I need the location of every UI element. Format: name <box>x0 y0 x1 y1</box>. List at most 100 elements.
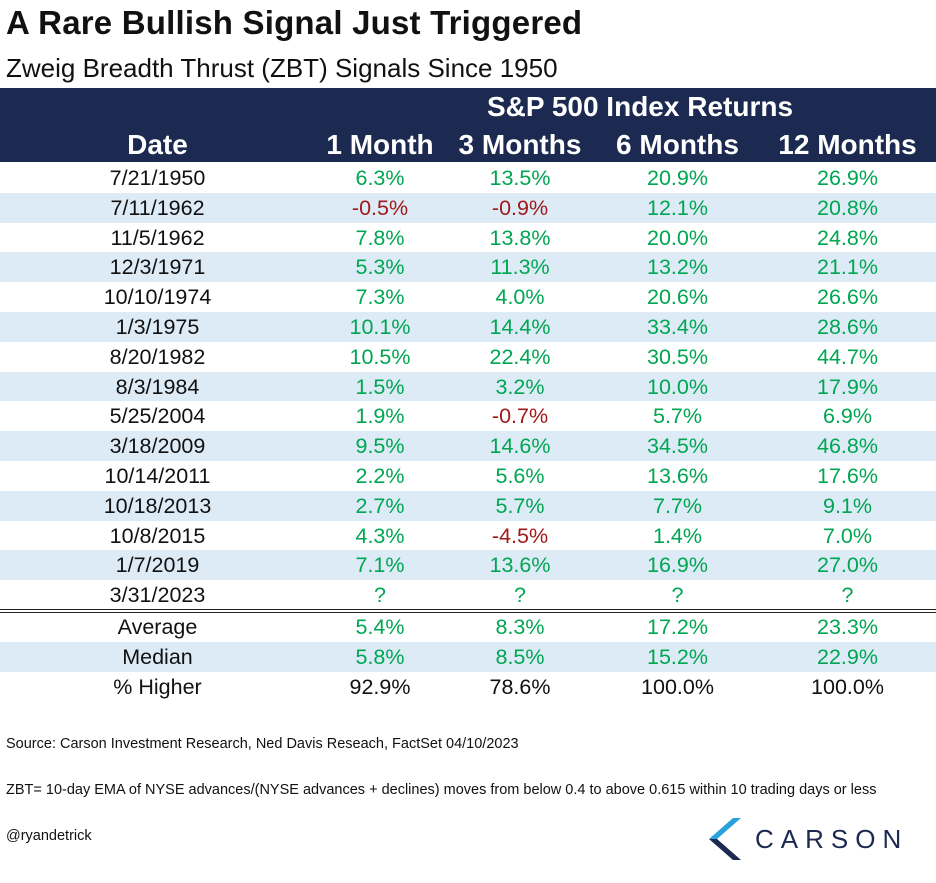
summary-label-cell: Average <box>117 615 198 639</box>
table-row: 3/18/2009 9.5% 14.6% 34.5% 46.8% <box>0 431 936 461</box>
summary-label-cell: % Higher <box>113 674 202 699</box>
summary-value-cell: 100.0% <box>641 674 714 699</box>
table-row: 1/3/1975 10.1% 14.4% 33.4% 28.6% <box>0 311 936 342</box>
source-note: Source: Carson Investment Research, Ned … <box>6 736 519 752</box>
table-value-cell: 26.9% <box>817 166 878 190</box>
table-label-cell: 3/31/2023 <box>109 583 206 608</box>
table-value-cell: 20.8% <box>817 195 878 220</box>
table-value-cell: 10.0% <box>647 374 708 399</box>
header-12-months: 12 Months <box>778 129 917 160</box>
table-value-cell: ? <box>671 583 684 608</box>
definition-note: ZBT= 10-day EMA of NYSE advances/(NYSE a… <box>6 782 877 798</box>
summary-value-cell: 8.5% <box>495 644 545 669</box>
table-body: 7/21/1950 6.3% 13.5% 20.9% 26.9% 7/11/1962 -0.… <box>0 163 936 610</box>
chart-subtitle: Zweig Breadth Thrust (ZBT) Signals Since… <box>6 53 558 83</box>
table-value-cell: ? <box>374 583 386 608</box>
summary-value-cell: 78.6% <box>489 674 551 699</box>
table-row: 8/3/1984 1.5% 3.2% 10.0% 17.9% <box>0 371 936 402</box>
summary-divider-2 <box>0 612 936 613</box>
table-value-cell: -0.7% <box>491 404 549 429</box>
header-group-label: S&P 500 Index Returns <box>486 91 794 122</box>
chart-title: A Rare Bullish Signal Just Triggered <box>6 4 583 41</box>
summary-value-cell: 23.3% <box>817 615 878 639</box>
twitter-handle: @ryandetrick <box>6 828 92 844</box>
table-value-cell: 7.3% <box>355 285 405 310</box>
table-label-cell: 8/3/1984 <box>115 374 200 399</box>
table-value-cell: 33.4% <box>647 314 708 339</box>
table-value-cell: 1.4% <box>652 523 702 548</box>
table-value-cell: 1.9% <box>355 404 405 429</box>
table-value-cell: 16.9% <box>647 553 708 578</box>
table-row: 3/31/2023???? <box>0 580 936 610</box>
table-value-cell: 13.5% <box>489 166 551 190</box>
table-label-cell: 3/18/2009 <box>109 434 206 459</box>
table-row: 11/5/1962 7.8% 13.8% 20.0% 24.8% <box>0 223 936 253</box>
table-value-cell: 12.1% <box>647 195 708 220</box>
table-value-cell: 34.5% <box>647 434 708 459</box>
summary-value-cell: 22.9% <box>817 644 878 669</box>
summary-value-cell: 5.4% <box>355 615 405 639</box>
table-row: 12/3/1971 5.3% 11.3% 13.2% 21.1% <box>0 252 936 283</box>
summary-value-cell: 17.2% <box>647 615 708 639</box>
table-value-cell: 20.9% <box>647 166 708 190</box>
header-3-months: 3 Months <box>458 129 582 160</box>
table-label-cell: 11/5/1962 <box>110 225 205 250</box>
table-value-cell: 3.2% <box>495 374 545 399</box>
table-value-cell: ? <box>841 583 854 608</box>
carson-logo-text: CARSON <box>755 824 909 854</box>
table-value-cell: 10.5% <box>349 344 411 369</box>
table-value-cell: 5.3% <box>355 255 405 280</box>
table-row: 10/18/2013 2.7% 5.7% 7.7% 9.1% <box>0 490 936 521</box>
summary-value-cell: 5.8% <box>355 644 405 669</box>
table-value-cell: 10.1% <box>349 314 411 339</box>
table-value-cell: 7.7% <box>652 493 702 518</box>
table-value-cell: -0.5% <box>351 195 409 220</box>
table-label-cell: 5/25/2004 <box>109 404 206 429</box>
table-label-cell: 1/7/2019 <box>115 553 200 578</box>
table-label-cell: 12/3/1971 <box>109 255 206 280</box>
summary-row: % Higher 92.9% 78.6% 100.0% 100.0% <box>0 672 936 702</box>
table-value-cell: -0.9% <box>491 195 549 220</box>
table-label-cell: 10/14/2011 <box>104 463 211 488</box>
summary-row: Average 5.4% 8.3% 17.2% 23.3% <box>0 612 936 642</box>
table-value-cell: 13.6% <box>489 553 551 578</box>
table-row: 10/10/1974 7.3% 4.0% 20.6% 26.6% <box>0 282 936 312</box>
table-value-cell: 7.8% <box>355 225 405 250</box>
summary-row: Median 5.8% 8.5% 15.2% 22.9% <box>0 641 936 672</box>
table-value-cell: 13.8% <box>489 225 551 250</box>
table-value-cell: 14.4% <box>489 314 551 339</box>
table-value-cell: 2.7% <box>355 493 405 518</box>
table-value-cell: 9.1% <box>822 493 872 518</box>
summary-value-cell: 92.9% <box>349 674 411 699</box>
table-label-cell: 10/10/1974 <box>103 285 212 310</box>
summary-value-cell: 8.3% <box>495 615 545 639</box>
table-label-cell: 10/8/2015 <box>109 523 206 548</box>
table-label-cell: 7/11/1962 <box>110 195 205 220</box>
table-row: 5/25/2004 1.9% -0.7% 5.7% 6.9% <box>0 401 936 431</box>
table-value-cell: 5.7% <box>652 404 702 429</box>
table-value-cell: 11.3% <box>490 255 550 280</box>
table-value-cell: 17.6% <box>817 463 878 488</box>
table-value-cell: 21.1% <box>817 255 878 280</box>
summary-label-cell: Median <box>122 644 193 669</box>
table-value-cell: 6.3% <box>355 166 405 190</box>
table-row: 10/8/2015 4.3% -4.5% 1.4% 7.0% <box>0 521 936 551</box>
carson-chevron-icon <box>709 818 741 860</box>
table-summary: Average 5.4% 8.3% 17.2% 23.3% Median 5.8% 8.5% 1… <box>0 612 936 701</box>
table-row: 10/14/2011 2.2% 5.6% 13.6% 17.6% <box>0 461 936 491</box>
table-value-cell: -4.5% <box>491 523 549 548</box>
table-value-cell: 20.6% <box>647 285 708 310</box>
table-value-cell: 44.7% <box>817 344 878 369</box>
table-value-cell: 5.6% <box>495 463 545 488</box>
table-value-cell: ? <box>514 583 526 608</box>
table-label-cell: 1/3/1975 <box>115 314 200 339</box>
summary-value-cell: 15.2% <box>647 644 708 669</box>
table-value-cell: 6.9% <box>822 404 872 429</box>
summary-divider <box>0 609 936 610</box>
table-value-cell: 4.3% <box>355 523 405 548</box>
table-label-cell: 7/21/1950 <box>109 166 206 190</box>
table-value-cell: 27.0% <box>817 553 878 578</box>
table-label-cell: 8/20/1982 <box>109 344 206 369</box>
table-value-cell: 4.0% <box>495 285 545 310</box>
table-value-cell: 13.6% <box>647 463 708 488</box>
